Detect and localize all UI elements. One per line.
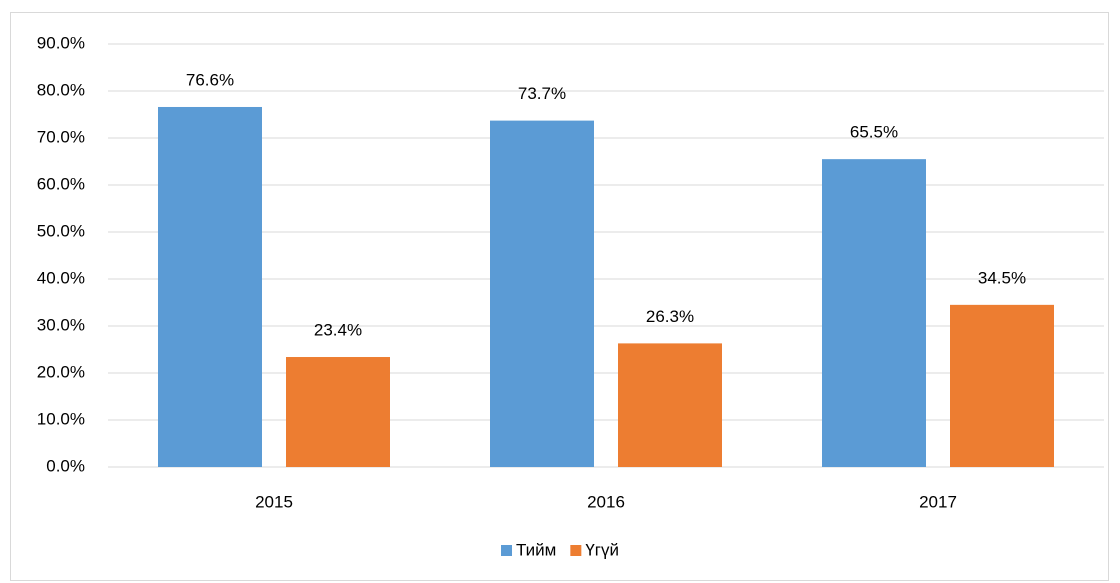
y-tick-label: 20.0%: [37, 362, 85, 381]
bar: [950, 304, 1054, 467]
y-tick-label: 30.0%: [37, 315, 85, 334]
y-tick-label: 50.0%: [37, 221, 85, 240]
x-tick-label: 2017: [919, 492, 957, 511]
y-tick-label: 70.0%: [37, 127, 85, 146]
y-tick-label: 40.0%: [37, 268, 85, 287]
bar: [490, 120, 594, 468]
bar: [158, 106, 262, 467]
data-label: 34.5%: [978, 268, 1026, 287]
legend-swatch: [570, 545, 582, 556]
y-tick-label: 10.0%: [37, 409, 85, 428]
data-label: 73.7%: [518, 84, 566, 103]
data-label: 26.3%: [646, 307, 694, 326]
legend-label: Тийм: [516, 540, 556, 559]
x-tick-label: 2016: [587, 492, 625, 511]
data-label: 76.6%: [186, 70, 234, 89]
legend-swatch: [501, 545, 513, 556]
bar: [286, 357, 390, 467]
y-tick-label: 80.0%: [37, 80, 85, 99]
y-tick-label: 60.0%: [37, 174, 85, 193]
legend-item: Үгүй: [570, 540, 619, 559]
x-tick-label: 2015: [255, 492, 293, 511]
bar: [618, 343, 722, 467]
y-tick-label: 90.0%: [37, 33, 85, 52]
legend-item: Тийм: [501, 540, 556, 559]
legend-label: Үгүй: [585, 540, 619, 559]
y-tick-label: 0.0%: [46, 456, 85, 475]
data-label: 65.5%: [850, 123, 898, 142]
data-label: 23.4%: [314, 321, 362, 340]
bar: [822, 159, 926, 467]
